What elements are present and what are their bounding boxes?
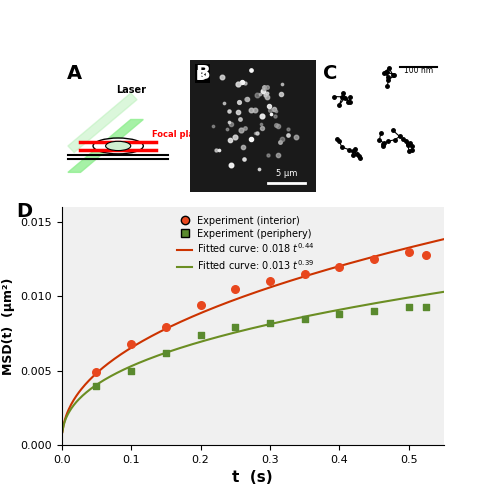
Text: A: A (67, 64, 82, 83)
Text: D: D (16, 202, 32, 222)
Point (301, 314, 309, 322)
Point (336, 310, 344, 318)
Point (405, 248, 413, 256)
Legend: Experiment (interior), Experiment (periphery), Fitted curve: 0.018 $t^{0.44}$, F: Experiment (interior), Experiment (perip… (174, 212, 318, 276)
Point (405, 302, 413, 310)
Polygon shape (68, 93, 137, 152)
Point (231, 285, 239, 293)
Point (301, 270, 309, 278)
Point (370, 255, 378, 263)
Ellipse shape (93, 138, 143, 154)
Point (162, 324, 170, 332)
Point (423, 302, 430, 310)
Point (127, 340, 135, 348)
Point (162, 349, 170, 357)
Text: C: C (323, 64, 337, 83)
Text: 5 μm: 5 μm (276, 170, 297, 178)
Point (336, 262, 344, 270)
Text: B: B (196, 70, 207, 84)
X-axis label: t  (s): t (s) (232, 470, 273, 486)
Text: Focal plane: Focal plane (152, 130, 206, 138)
Point (266, 319, 274, 327)
Point (370, 307, 378, 315)
Ellipse shape (106, 142, 131, 150)
Point (92, 382, 100, 390)
Point (92, 368, 100, 376)
Text: B: B (195, 64, 210, 83)
Y-axis label: MSD(t)  (μm²): MSD(t) (μm²) (1, 278, 15, 374)
Polygon shape (68, 120, 143, 172)
Point (127, 366, 135, 374)
Point (266, 278, 274, 285)
Point (423, 250, 430, 258)
Point (231, 324, 239, 332)
Point (197, 331, 205, 339)
Text: 100 nm: 100 nm (404, 66, 433, 75)
Point (197, 301, 205, 309)
Text: Laser: Laser (116, 85, 146, 95)
